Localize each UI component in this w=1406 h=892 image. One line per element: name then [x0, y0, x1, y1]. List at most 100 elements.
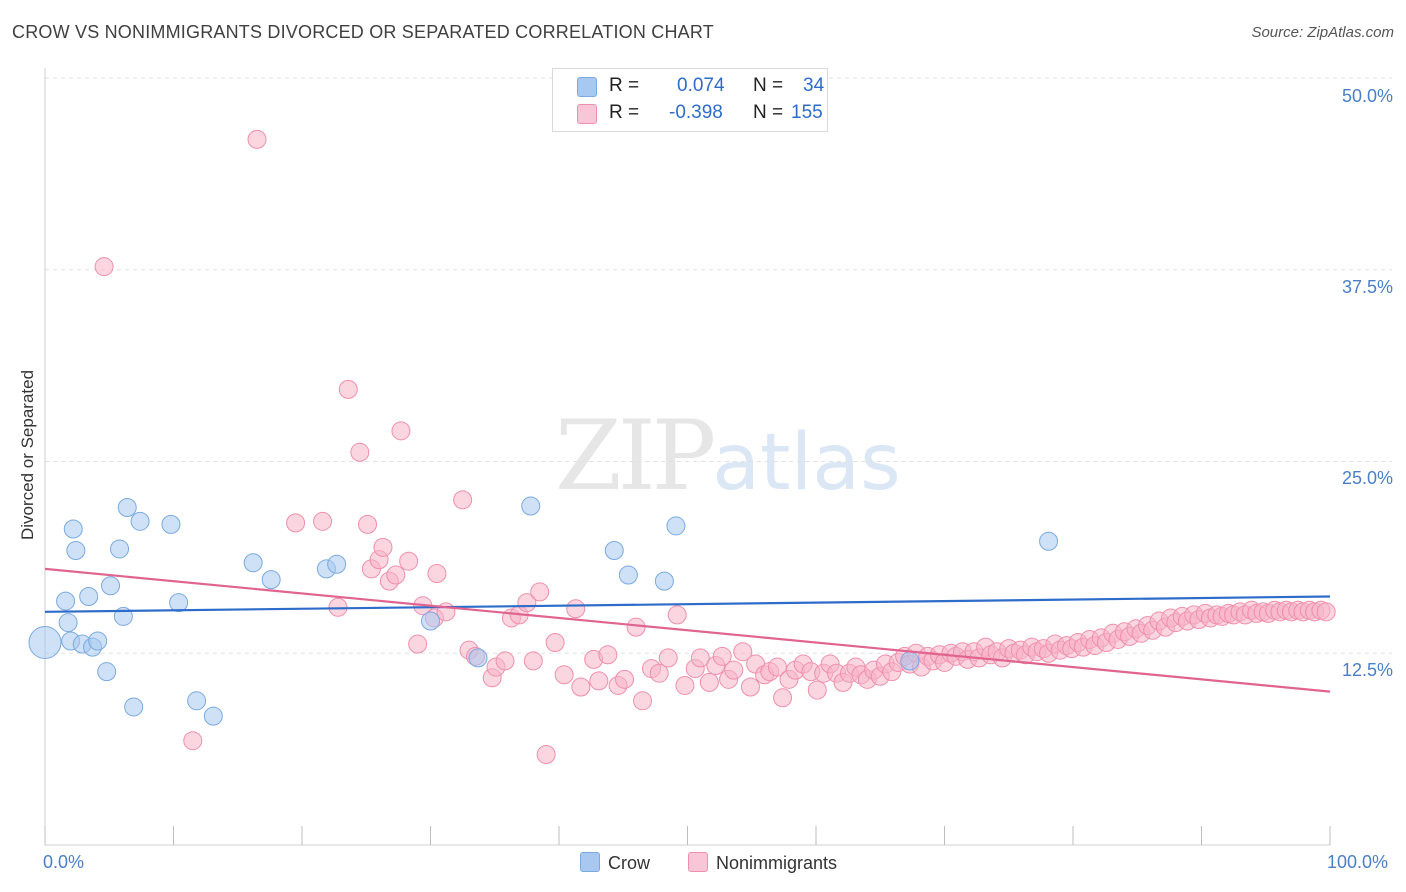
- point-nonimmigrants: [391, 421, 411, 441]
- legend-n-label: N =: [753, 102, 784, 123]
- point-nonimmigrants: [495, 651, 515, 671]
- trend-line-crow: [44, 595, 1331, 613]
- point-nonimmigrants: [598, 645, 618, 665]
- point-crow: [79, 586, 99, 606]
- bottom-legend-label-crow: Crow: [608, 853, 651, 873]
- watermark-zip: ZIP: [555, 400, 716, 512]
- point-nonimmigrants: [658, 648, 678, 668]
- point-crow: [468, 648, 488, 668]
- trend-line-nonimmigrants: [44, 567, 1331, 693]
- series-crow-points: [28, 496, 1059, 726]
- point-nonimmigrants: [633, 691, 653, 711]
- legend-r-value: 0.074: [677, 75, 725, 96]
- axes: [44, 68, 1331, 846]
- point-crow: [1039, 531, 1059, 551]
- legend-r-label: R =: [609, 102, 640, 123]
- point-crow: [187, 691, 207, 711]
- point-nonimmigrants: [675, 675, 695, 695]
- point-crow: [130, 511, 150, 531]
- point-nonimmigrants: [94, 257, 114, 277]
- point-nonimmigrants: [523, 651, 543, 671]
- point-crow: [63, 519, 83, 539]
- trend-lines: [44, 567, 1331, 693]
- point-nonimmigrants: [807, 680, 827, 700]
- point-nonimmigrants: [571, 677, 591, 697]
- point-crow: [58, 613, 78, 633]
- point-crow: [203, 706, 223, 726]
- point-nonimmigrants: [183, 731, 203, 751]
- point-nonimmigrants: [712, 646, 732, 666]
- point-nonimmigrants: [350, 442, 370, 462]
- legend-n-value: 155: [791, 102, 823, 123]
- point-crow: [169, 593, 189, 613]
- point-nonimmigrants: [566, 599, 586, 619]
- bottom-legend-swatch-nonimmigrants: [688, 852, 708, 872]
- point-crow: [97, 662, 117, 682]
- point-crow: [28, 626, 62, 660]
- point-nonimmigrants: [427, 563, 447, 583]
- point-crow: [604, 540, 624, 560]
- watermark-atlas: atlas: [712, 418, 901, 508]
- point-nonimmigrants: [733, 642, 753, 662]
- point-crow: [56, 591, 76, 611]
- legend-n-value: 34: [803, 75, 825, 96]
- point-nonimmigrants: [615, 669, 635, 689]
- point-crow: [327, 554, 347, 574]
- point-crow: [666, 516, 686, 536]
- point-nonimmigrants: [358, 514, 378, 534]
- bottom-legend-nonimmigrants: Nonimmigrants: [688, 852, 837, 874]
- point-nonimmigrants: [399, 551, 419, 571]
- point-nonimmigrants: [589, 671, 609, 691]
- y-tick-label: 25.0%: [1341, 468, 1393, 488]
- point-crow: [243, 553, 263, 573]
- point-crow: [66, 540, 86, 560]
- point-nonimmigrants: [338, 379, 358, 399]
- point-crow: [654, 571, 674, 591]
- point-crow: [110, 539, 130, 559]
- point-nonimmigrants: [1316, 602, 1336, 622]
- point-crow: [124, 697, 144, 717]
- bottom-legend-crow: Crow: [580, 852, 650, 874]
- x-tick-label: 100.0%: [1327, 852, 1389, 872]
- point-crow: [88, 631, 108, 651]
- point-nonimmigrants: [690, 648, 710, 668]
- legend-n-label: N =: [753, 75, 784, 96]
- legend: R = 0.074 N = 34 R = -0.398 N = 155: [552, 68, 828, 132]
- point-nonimmigrants: [724, 660, 744, 680]
- legend-r-label: R =: [609, 75, 640, 96]
- point-nonimmigrants: [536, 744, 556, 764]
- point-nonimmigrants: [773, 688, 793, 708]
- point-crow: [117, 498, 137, 518]
- point-nonimmigrants: [530, 582, 550, 602]
- point-crow: [521, 496, 541, 516]
- point-nonimmigrants: [545, 633, 565, 653]
- point-crow: [900, 651, 920, 671]
- legend-swatch-crow: [577, 77, 597, 97]
- point-nonimmigrants: [699, 672, 719, 692]
- series-nonimmigrants-points: [94, 129, 1336, 764]
- point-nonimmigrants: [408, 634, 428, 654]
- point-crow: [101, 576, 121, 596]
- point-nonimmigrants: [554, 665, 574, 685]
- point-nonimmigrants: [649, 663, 669, 683]
- point-nonimmigrants: [286, 513, 306, 533]
- point-crow: [618, 565, 638, 585]
- y-tick-label: 12.5%: [1341, 660, 1393, 680]
- chart-title: CROW VS NONIMMIGRANTS DIVORCED OR SEPARA…: [12, 22, 714, 42]
- y-tick-label: 50.0%: [1341, 86, 1393, 106]
- bottom-legend-swatch-crow: [580, 852, 600, 872]
- legend-swatch-nonimmigrants: [577, 104, 597, 124]
- source-credit: Source: ZipAtlas.com: [1251, 24, 1394, 41]
- point-crow: [261, 570, 281, 590]
- point-nonimmigrants: [626, 617, 646, 637]
- point-nonimmigrants: [373, 537, 393, 557]
- watermark-logo: ZIPatlas: [555, 400, 901, 512]
- point-nonimmigrants: [386, 565, 406, 585]
- x-tick-label: 0.0%: [43, 852, 85, 872]
- point-nonimmigrants: [667, 605, 687, 625]
- point-crow: [161, 514, 181, 534]
- bottom-legend-label-nonimmigrants: Nonimmigrants: [716, 853, 838, 873]
- y-tick-label: 37.5%: [1341, 277, 1393, 297]
- point-nonimmigrants: [740, 677, 760, 697]
- point-nonimmigrants: [247, 129, 267, 149]
